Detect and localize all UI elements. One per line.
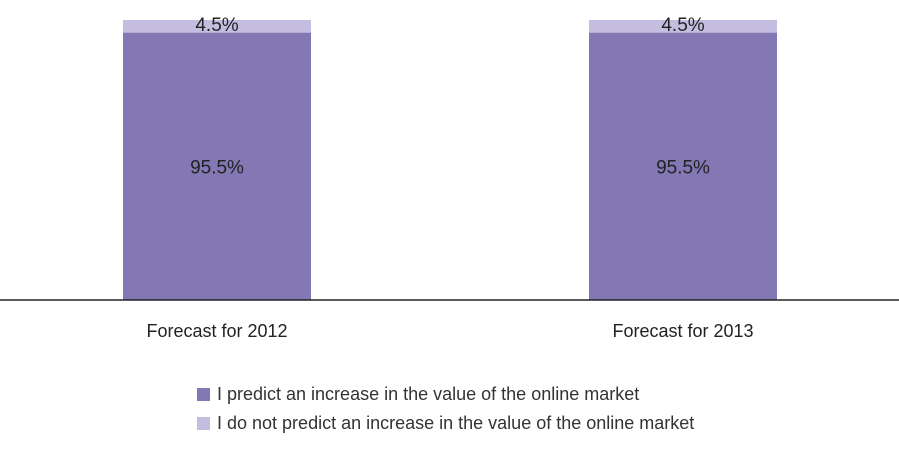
x-tick-label-2: Forecast for 2013 [612, 321, 753, 341]
bar-segment-increase-1 [123, 32, 311, 300]
bar-segment-no-increase-2 [589, 20, 777, 33]
legend-item-increase: I predict an increase in the value of th… [197, 380, 694, 409]
data-label-no-increase-2: 4.5% [661, 15, 704, 36]
bar-segment-no-increase-1 [123, 20, 311, 33]
data-label-increase-2: 95.5% [656, 157, 710, 178]
x-tick-labels: Forecast for 2012 Forecast for 2013 [146, 321, 753, 341]
legend-label-no-increase: I do not predict an increase in the valu… [217, 413, 695, 433]
legend-label-increase: I predict an increase in the value of th… [217, 384, 640, 404]
legend-item-no-increase: I do not predict an increase in the valu… [197, 409, 694, 438]
data-label-increase-1: 95.5% [190, 157, 244, 178]
legend-swatch-no-increase [197, 417, 210, 430]
x-tick-label-1: Forecast for 2012 [146, 321, 287, 341]
bar-segment-increase-2 [589, 32, 777, 300]
legend-swatch-increase [197, 388, 210, 401]
data-label-no-increase-1: 4.5% [195, 15, 238, 36]
legend: I predict an increase in the value of th… [197, 380, 694, 438]
bars-group: 95.5% 4.5% 95.5% 4.5% [123, 15, 777, 300]
